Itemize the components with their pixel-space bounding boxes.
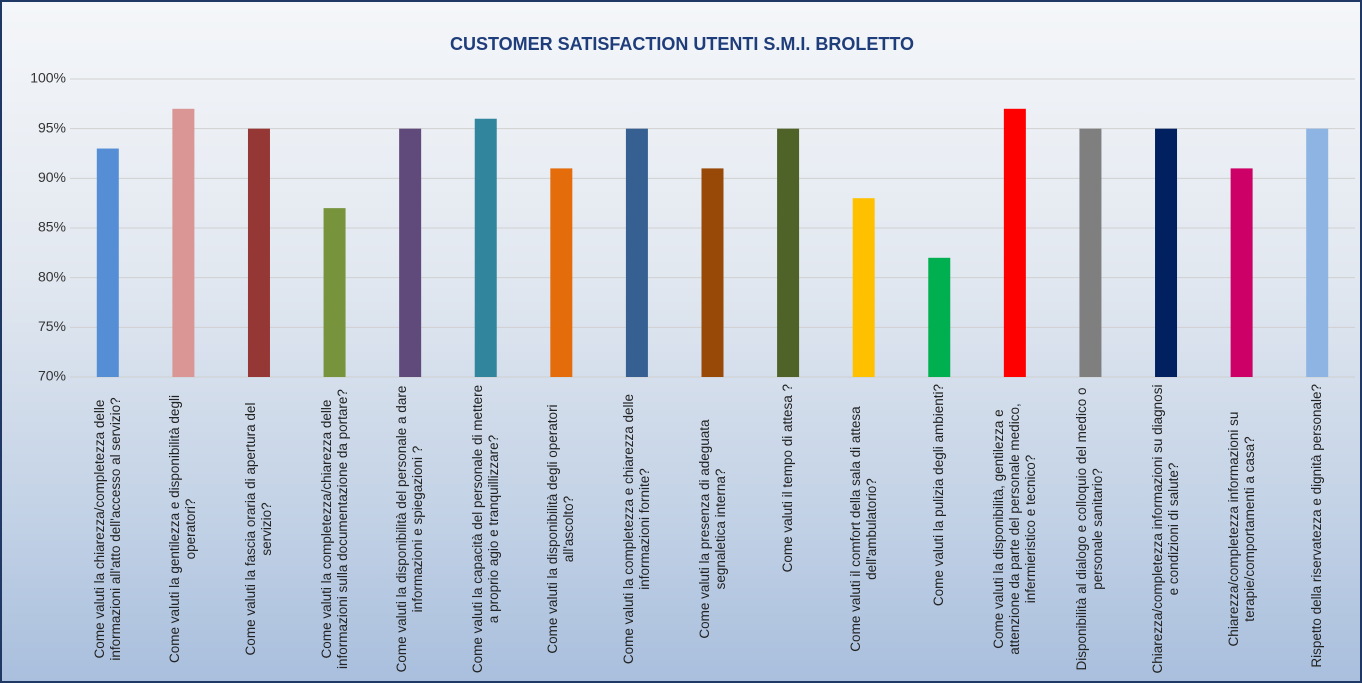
y-tick-label: 85% [38, 219, 66, 235]
x-tick-label: Come valuti la fascia oraria di apertura… [242, 402, 274, 656]
x-tick-label: Come valuti la chiarezza/completezza del… [91, 397, 123, 661]
x-tick-label: Disponibilità al dialogo e colloquio del… [1074, 387, 1106, 671]
x-tick-label: Rispetto della riservatezza e dignità pe… [1309, 384, 1325, 668]
y-tick-label: 95% [38, 119, 66, 135]
chart-title: CUSTOMER SATISFACTION UTENTI S.M.I. BROL… [450, 34, 914, 54]
bar [247, 128, 270, 377]
bar [1155, 128, 1178, 377]
bar [1079, 128, 1102, 377]
bar [625, 128, 648, 377]
x-tick-label: Come valuti la disponibilità degli opera… [545, 404, 577, 654]
bar [1003, 108, 1026, 378]
bar [1306, 128, 1329, 377]
bar [852, 198, 875, 377]
bar [96, 148, 119, 377]
y-tick-label: 90% [38, 169, 66, 185]
bar [399, 128, 422, 377]
x-tick-label: Come valuti la completezza/chiarezza del… [318, 389, 350, 669]
x-tick-label: Come valuti la disponibilità, gentilezza… [990, 403, 1038, 655]
x-tick-label: Come valuti il comfort della sala di att… [847, 406, 879, 652]
bar [474, 118, 497, 377]
x-tick-label: Come valuti la completezza e chiarezza d… [620, 393, 652, 665]
bar [928, 257, 951, 377]
x-tick-label: Come valuti la disponibilità del persona… [393, 385, 426, 673]
bar [1230, 168, 1253, 377]
x-tick-label: Come valuti il tempo di attesa ? [779, 384, 795, 573]
x-tick-label: Chiarezza/completezza informazioni su di… [1149, 384, 1182, 674]
bar [323, 208, 346, 377]
y-tick-label: 75% [38, 318, 66, 334]
bar [172, 108, 195, 378]
bar [701, 168, 724, 377]
x-tick-label: Come valuti la capacità del personale di… [469, 384, 501, 674]
bar [550, 168, 573, 377]
y-tick-label: 80% [38, 268, 66, 284]
y-tick-label: 70% [38, 368, 66, 384]
x-tick-label: Come valuti la pulizia degli ambienti? [931, 384, 947, 607]
bar [777, 128, 800, 377]
x-tick-label: Come valuti la gentilezza e disponibilit… [167, 395, 199, 663]
y-tick-label: 100% [30, 70, 66, 86]
x-tick-label: Chiarezza/completezza informazioni su te… [1225, 411, 1257, 647]
x-tick-label: Come valuti la presenza di adeguata segn… [696, 419, 728, 639]
